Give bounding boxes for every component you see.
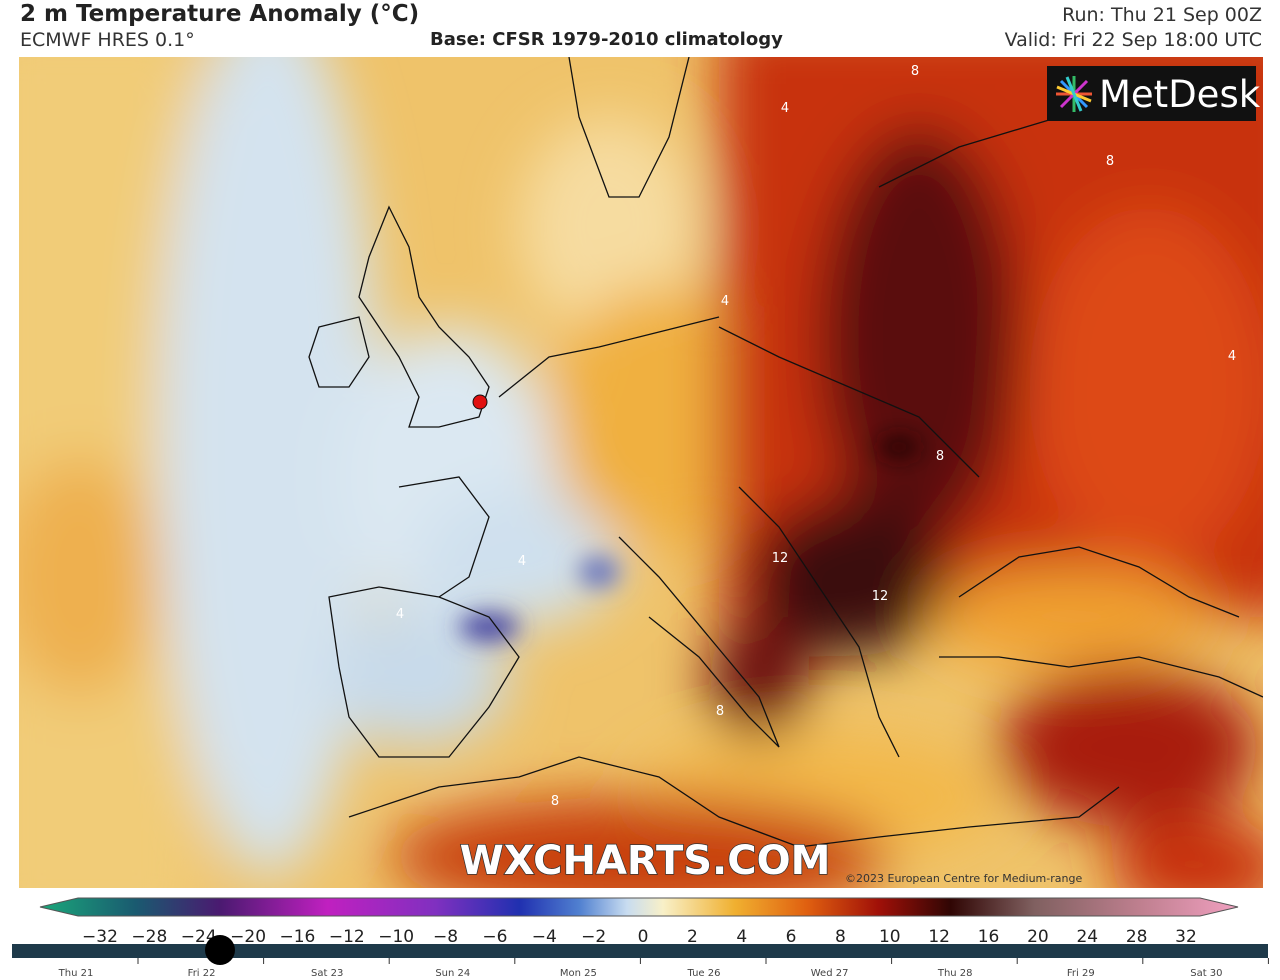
colorbar-tick-label: −6 [482, 927, 507, 947]
colorbar-tick-label: 12 [928, 927, 950, 947]
timeline-day: Sun 24 [435, 968, 470, 979]
colorbar-tick-label: −20 [230, 927, 266, 947]
timeline-day: Mon 25 [560, 968, 597, 979]
colorbar-tick-label: 32 [1175, 927, 1197, 947]
colorbar-tick-label: −32 [82, 927, 118, 947]
chart-title: 2 m Temperature Anomaly (°C) [20, 1, 420, 27]
colorbar-tick-label: −12 [329, 927, 365, 947]
contour-label: 8 [936, 449, 944, 464]
timeline-day: Thu 28 [937, 968, 973, 979]
colorbar-tick-label: 0 [638, 927, 649, 947]
colorbar-tick-label: −4 [532, 927, 557, 947]
colorbar-tick-label: 8 [835, 927, 846, 947]
timeline-day: Tue 26 [687, 968, 721, 979]
colorbar-tick-label: −8 [433, 927, 458, 947]
colorbar-ticks: −32 −28 −24 −20 −16 −12 −10 −8 −6 −4 −2 0 2 4 6 8 10 12 16… [82, 927, 1197, 947]
timeline-day: Thu 21 [58, 968, 94, 979]
copyright: ©2023 European Centre for Medium-range [845, 872, 1082, 885]
colorbar-scale [39, 897, 1239, 917]
colorbar-tick-label: 24 [1076, 927, 1098, 947]
contour-label: 4 [781, 101, 789, 116]
colorbar-tick-label: −28 [131, 927, 167, 947]
watermark: WXCHARTS.COM [460, 838, 831, 884]
timeline-day: Sat 23 [311, 968, 343, 979]
timeline-days: Thu 21 Fri 22 Sat 23 Sun 24 Mon 25 Tue 26 Wed … [58, 958, 1269, 979]
contour-labels: 4 8 8 4 8 12 12 4 4 8 8 4 [396, 64, 1236, 809]
colorbar-tick-label: 6 [786, 927, 797, 947]
logo-text: MetDesk [1099, 73, 1261, 116]
colorbar-tick-label: 4 [736, 927, 747, 947]
timeline-day: Fri 29 [1067, 968, 1095, 979]
colorbar-tick-label: 20 [1027, 927, 1049, 947]
map: 4 8 8 4 8 12 12 4 4 8 8 4 MetDesk WXCHARTS.COM ©202… [19, 57, 1263, 888]
colorbar: −32 −28 −24 −20 −16 −12 −10 −8 −6 −4 −2 0 2 4 6 8 10 12 16… [12, 897, 1269, 979]
timeline-day: Wed 27 [811, 968, 849, 979]
timeline-handle[interactable] [205, 935, 235, 965]
colorbar-tick-label: −2 [581, 927, 606, 947]
contour-label: 4 [518, 554, 526, 569]
logo-icon [1056, 76, 1092, 112]
timeline-day: Sat 30 [1190, 968, 1222, 979]
colorbar-tick-label: 2 [687, 927, 698, 947]
contour-label: 4 [721, 294, 729, 309]
base-climatology: Base: CFSR 1979-2010 climatology [430, 29, 783, 50]
colorbar-tick-label: −10 [378, 927, 414, 947]
colorbar-tick-label: −16 [280, 927, 316, 947]
timeline-day: Fri 22 [188, 968, 216, 979]
contour-label: 8 [1106, 154, 1114, 169]
run-time: Run: Thu 21 Sep 00Z [1062, 4, 1262, 26]
contour-label: 4 [396, 607, 404, 622]
anomaly-detail [459, 437, 921, 641]
contour-label: 12 [872, 589, 889, 604]
coastlines [308, 57, 1263, 848]
contour-label: 8 [551, 794, 559, 809]
colorbar-tick-label: 10 [879, 927, 901, 947]
colorbar-tick-label: 28 [1126, 927, 1148, 947]
contour-label: 12 [772, 551, 789, 566]
contour-label: 4 [1228, 349, 1236, 364]
model-name: ECMWF HRES 0.1° [20, 29, 195, 51]
valid-time: Valid: Fri 22 Sep 18:00 UTC [1004, 29, 1262, 51]
timeline-track[interactable] [12, 944, 1268, 958]
location-marker [472, 394, 488, 410]
contour-label: 8 [911, 64, 919, 79]
colorbar-tick-label: 16 [978, 927, 1000, 947]
anomaly-field [19, 57, 1263, 888]
contour-label: 8 [716, 704, 724, 719]
